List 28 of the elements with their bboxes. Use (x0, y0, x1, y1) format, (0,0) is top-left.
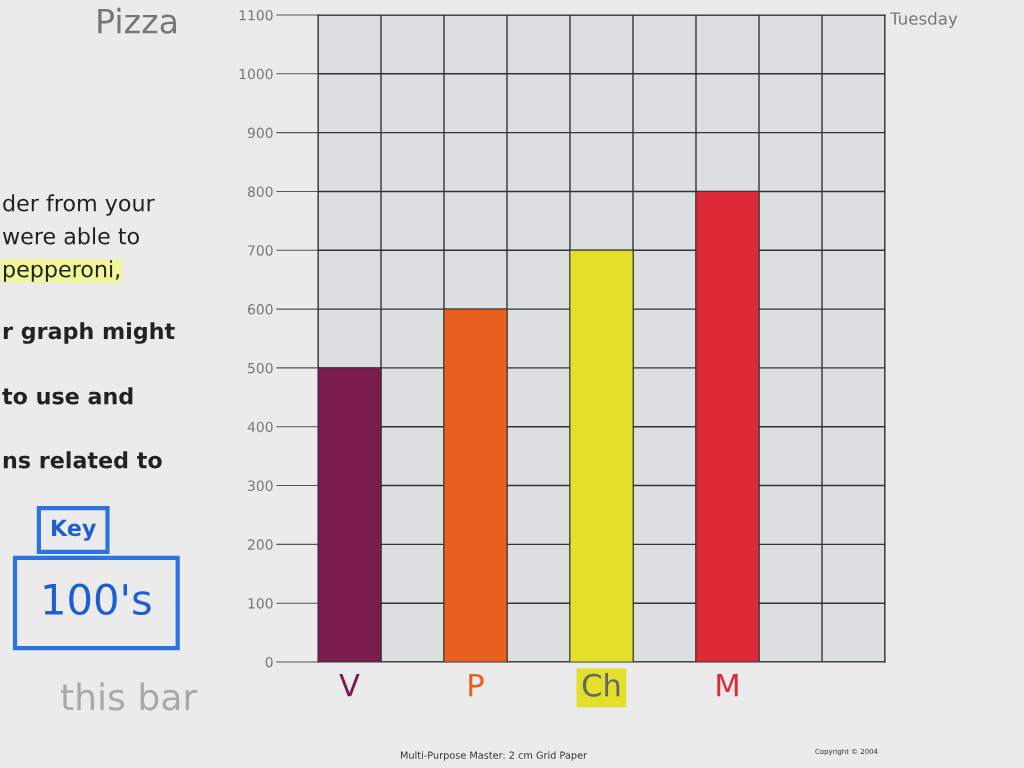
x-tick-label: V (339, 674, 360, 697)
y-tick-label: 700 (248, 245, 273, 256)
text: to use and (2, 387, 133, 405)
y-tick-label: 500 (248, 362, 273, 374)
y-tick-label: 800 (247, 186, 273, 197)
text: Key (52, 519, 96, 541)
text: der from your (3, 194, 155, 216)
text: r graph might (3, 322, 175, 344)
y-tick-label: 400 (247, 421, 273, 433)
y-tick-label: 1000 (239, 68, 273, 80)
y-tick-label: 600 (248, 304, 273, 315)
y-tick-label: 100 (248, 598, 273, 609)
text: Multi-Purpose Master: 2 cm Grid Paper (400, 751, 587, 761)
text: 100's (44, 583, 151, 616)
x-tick-label: P (469, 674, 484, 697)
text: pepperoni, (4, 260, 120, 282)
y-tick-label: 200 (248, 539, 273, 550)
text: ns related to (3, 451, 162, 469)
y-tick-label: 900 (247, 127, 273, 139)
y-tick-label: 0 (265, 656, 273, 668)
text: Tuesday (889, 11, 958, 29)
y-tick-label: 1100 (239, 9, 273, 21)
y-tick-label: 300 (248, 480, 273, 492)
text: this bar (60, 682, 198, 711)
text: were able to (2, 227, 139, 245)
x-tick-label: M (717, 674, 738, 697)
x-tick-label: Ch (582, 673, 620, 697)
chart-title: Pizza (98, 7, 177, 34)
